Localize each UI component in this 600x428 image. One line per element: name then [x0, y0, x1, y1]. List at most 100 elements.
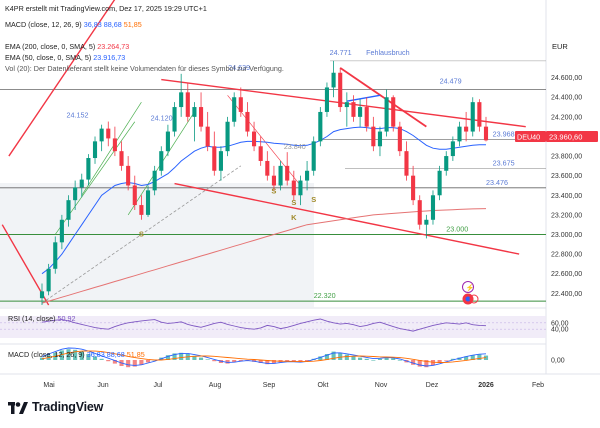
macd-header-label: MACD (close, 12, 26, 9) — [5, 20, 82, 29]
macd-tick-label: 0,00 — [551, 358, 565, 365]
candle-body — [119, 151, 124, 166]
rsi-tick-label: 60,00 — [551, 320, 569, 327]
macd-histogram-bar — [331, 351, 336, 360]
macd-histogram-bar — [265, 360, 270, 365]
macd-histogram-bar — [424, 360, 429, 368]
macd-label: MACD (close, 12, 26, 9) — [8, 350, 85, 359]
pivot-mark: S — [271, 186, 276, 195]
macd-histogram-bar — [477, 354, 482, 360]
candle-body — [324, 87, 330, 112]
macd-histogram-bar — [437, 360, 442, 363]
macd-histogram-bar — [99, 358, 104, 360]
price-tick-label: 22.800,00 — [551, 252, 582, 259]
trend-line — [227, 95, 301, 186]
price-tick-label: 24.600,00 — [551, 75, 582, 82]
volume-legend: Vol (20): Der Datenlieferant stellt kein… — [5, 64, 284, 73]
macd-histogram-bar — [464, 356, 469, 360]
macd-histogram-bar — [291, 360, 296, 362]
candle-body — [179, 92, 184, 108]
time-axis[interactable]: Mai Jun Jul Aug Sep Okt Nov Dez 2026 Feb — [43, 382, 544, 389]
macd-histogram-bar — [232, 360, 237, 363]
candle-body — [470, 102, 475, 132]
flash-icon[interactable] — [462, 281, 474, 293]
macd-signal-line — [41, 350, 487, 363]
macd-value-1: 36,83 — [86, 350, 105, 359]
time-tick-label: Jul — [154, 382, 163, 389]
pivot-mark: S — [311, 195, 316, 204]
macd-legend[interactable]: MACD (close, 12, 26, 9) 36,83 88,68 51,8… — [8, 350, 145, 359]
candle-body — [430, 195, 436, 220]
macd-histogram-bar — [377, 358, 383, 360]
time-tick-label: Mai — [43, 382, 55, 389]
candle-body — [411, 175, 416, 201]
candle-body — [53, 242, 58, 269]
price-annotation: 23.968 — [493, 130, 515, 139]
candle-body — [311, 141, 316, 171]
candle-body — [285, 165, 290, 181]
symbol-label: DEU40 — [517, 133, 540, 142]
candle-body — [344, 102, 349, 108]
pivot-mark: S — [291, 198, 296, 207]
candle-body — [318, 111, 323, 142]
chart-credit: K4PR erstellt mit TradingView.com, Dez 1… — [5, 4, 207, 13]
rsi-line — [41, 318, 487, 332]
macd-histogram-bar — [351, 356, 356, 360]
candle-body — [424, 219, 429, 225]
candle-body — [232, 97, 237, 122]
candle-body — [358, 107, 363, 117]
price-annotation: 24.152 — [67, 111, 89, 120]
rsi-legend[interactable]: RSI (14, close) 50,92 — [8, 314, 76, 323]
candle-body — [225, 121, 230, 152]
trend-line — [8, 0, 116, 157]
price-tick-label: 23.000,00 — [551, 232, 582, 239]
ema50-label: EMA (50, close, 0, SMA, 5) — [5, 53, 92, 62]
candle-body — [159, 151, 164, 171]
time-tick-label: Nov — [375, 382, 388, 389]
macd-histogram-bar — [285, 360, 290, 362]
macd-histogram-bar — [444, 360, 449, 361]
candle-body — [417, 200, 422, 225]
time-tick-label: Sep — [263, 382, 276, 389]
price-axis[interactable]: 24.600,0024.400,0024.200,0024.000,0023.8… — [551, 75, 582, 298]
trend-line — [161, 78, 526, 128]
macd-line — [41, 347, 487, 367]
candle-body — [152, 170, 157, 191]
price-annotation: 23.840 — [284, 142, 306, 151]
tradingview-logo[interactable]: TradingView — [8, 400, 103, 414]
macd-histogram-bar — [371, 360, 376, 361]
macd-histogram-bar — [411, 360, 416, 365]
candle-body — [86, 158, 91, 180]
time-tick-label: Aug — [209, 382, 222, 389]
ema50-legend[interactable]: EMA (50, close, 0, SMA, 5) 23.916,73 — [5, 53, 125, 62]
time-tick-label: Jun — [97, 382, 108, 389]
price-tick-label: 23.800,00 — [551, 154, 582, 161]
macd-histogram-bar — [358, 357, 363, 360]
macd-panel: 0,00 — [39, 347, 565, 368]
rsi-label: RSI (14, close) — [8, 314, 56, 323]
candle-body — [371, 126, 376, 147]
macd-header-v1: 36,83 — [83, 20, 102, 29]
candle-body — [397, 126, 402, 152]
moving-averages — [41, 126, 487, 304]
candle-body — [172, 107, 177, 132]
range-box — [0, 183, 314, 308]
candle-body — [165, 131, 170, 152]
symbol-tag — [515, 131, 546, 142]
tradingview-logo-icon — [8, 401, 28, 414]
macd-histogram-bar — [364, 358, 369, 360]
candle-body — [477, 102, 482, 127]
macd-histogram-bar — [397, 360, 402, 361]
pivot-mark: K — [291, 213, 297, 222]
price-annotation: 24.479 — [440, 77, 462, 86]
time-tick-label: Feb — [532, 382, 544, 389]
ema200-value: 23.264,73 — [97, 42, 130, 51]
macd-histogram-bar — [106, 360, 111, 362]
ema200-line — [41, 208, 487, 304]
macd-histogram-bar — [145, 360, 151, 363]
price-tick-label: 23.400,00 — [551, 193, 582, 200]
macd-histogram-bar — [384, 357, 389, 360]
candle-body — [404, 151, 409, 176]
candle-body — [192, 107, 197, 117]
ema200-legend[interactable]: EMA (200, close, 0, SMA, 5) 23.264,73 — [5, 42, 129, 51]
